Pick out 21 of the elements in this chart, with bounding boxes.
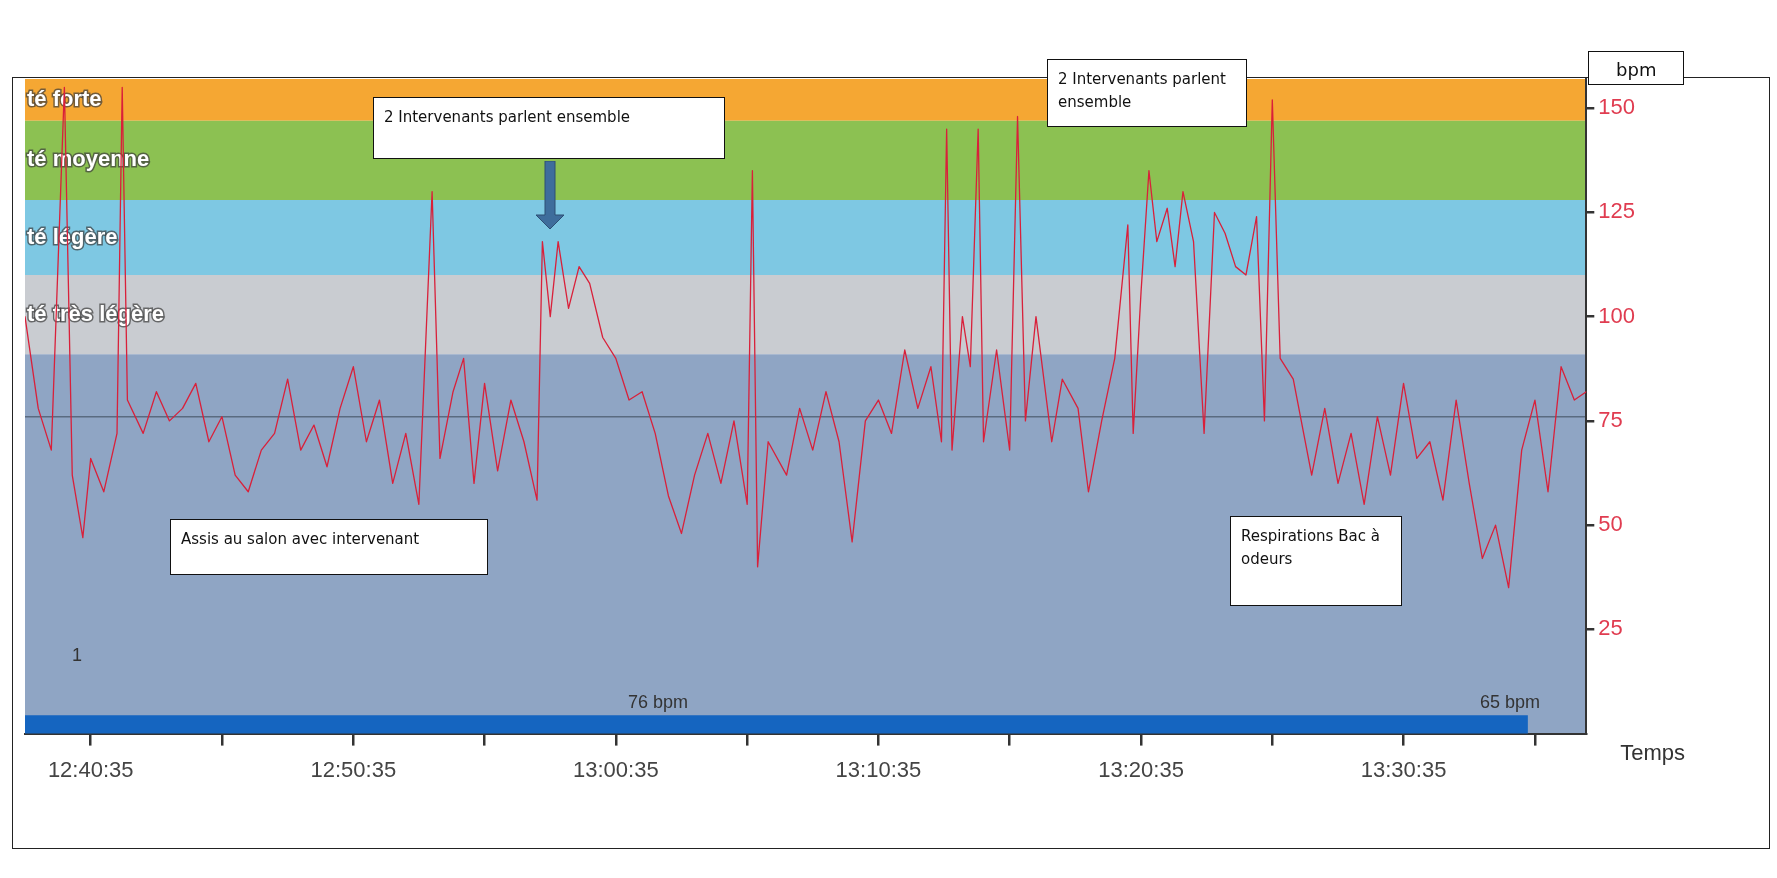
x-tick-label: 13:10:35 — [835, 756, 922, 782]
y-tick-label: 100 — [1598, 302, 1636, 328]
note-box: 2 Intervenants parlent ensemble — [373, 97, 725, 159]
x-tick-label: 12:40:35 — [47, 756, 134, 782]
x-tick-label: 12:50:35 — [310, 756, 397, 782]
note-box: Assis au salon avec intervenant — [170, 519, 488, 575]
x-tick-label: 13:20:35 — [1098, 756, 1184, 782]
annotation: 1 — [72, 645, 83, 666]
annotation: 65 bpm — [1480, 692, 1541, 713]
y-tick-label: 50 — [1598, 511, 1623, 537]
annotation: 76 bpm — [628, 692, 689, 713]
x-tick-label: 13:30:35 — [1360, 756, 1447, 782]
y-tick-label: 150 — [1598, 94, 1636, 120]
x-axis-title: Temps — [1620, 739, 1686, 766]
note-box: 2 Intervenants parlent ensemble — [1047, 59, 1247, 127]
y-tick-label: 25 — [1598, 615, 1623, 641]
note-box: Respirations Bac à odeurs — [1230, 516, 1402, 606]
y-tick-label: 125 — [1598, 198, 1636, 224]
x-tick-label: 13:00:35 — [572, 756, 659, 782]
y-tick-label: 75 — [1598, 406, 1623, 432]
y-axis-title: bpm — [1588, 51, 1685, 85]
